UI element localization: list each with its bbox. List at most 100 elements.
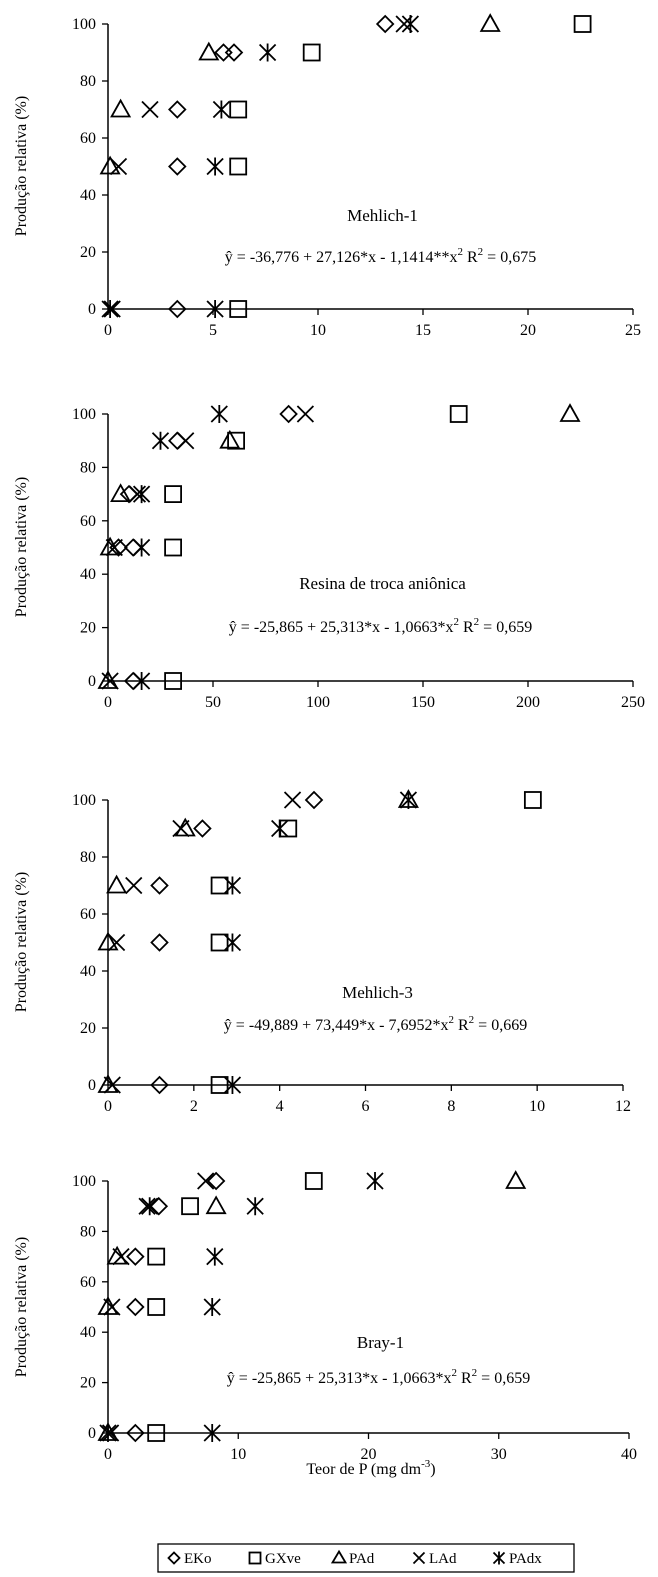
point-padx (366, 1172, 384, 1190)
x-tick-label: 5 (209, 322, 217, 339)
point-lad (105, 538, 123, 557)
x-tick-label: 12 (615, 1098, 631, 1115)
legend-label: PAdx (509, 1551, 542, 1567)
point-gxve (147, 1424, 166, 1442)
legend-marker-padx (492, 1551, 506, 1565)
x-axis-label: Teor de P (mg dm-3) (306, 1458, 435, 1478)
point-gxve (229, 157, 248, 176)
point-lad (101, 1424, 120, 1442)
regression-equation: ŷ = -49,889 + 73,449*x - 7,6952*x2 R2 = … (224, 1014, 527, 1034)
y-tick-label: 60 (80, 130, 96, 147)
point-lad (283, 791, 302, 809)
y-tick-label: 60 (80, 906, 96, 923)
point-eko (206, 1171, 226, 1191)
point-lad (395, 15, 413, 33)
y-axis-label: Produção relativa (%) (13, 1237, 30, 1377)
point-gxve (304, 1172, 323, 1190)
x-tick-label: 0 (104, 322, 112, 339)
point-padx (399, 791, 418, 809)
point-padx (151, 431, 170, 450)
point-padx (223, 1076, 242, 1094)
point-lad (141, 100, 159, 119)
y-tick-label: 40 (80, 963, 96, 980)
y-tick-label: 20 (80, 1020, 96, 1037)
y-tick-label: 20 (80, 244, 96, 261)
legend-marker-lad (412, 1551, 426, 1565)
point-eko (224, 43, 244, 62)
legend-box (157, 1543, 575, 1573)
point-gxve (164, 538, 183, 557)
point-gxve (229, 100, 248, 119)
x-tick-label: 10 (310, 322, 326, 339)
point-gxve (227, 431, 246, 450)
y-tick-label: 40 (80, 566, 96, 583)
y-tick-label: 80 (80, 849, 96, 866)
x-tick-label: 4 (276, 1098, 284, 1115)
y-tick-label: 80 (80, 73, 96, 90)
point-pad (110, 483, 132, 503)
point-eko (126, 1423, 145, 1443)
regression-equation: ŷ = -25,865 + 25,313*x - 1,0663*x2 R2 = … (229, 616, 532, 636)
point-eko (375, 14, 395, 34)
point-eko (168, 299, 187, 319)
y-tick-label: 80 (80, 1223, 96, 1240)
chart-panel-4: 0 20 40 60 80 100 0 10 20 30 40 Produção relativa (… (13, 1170, 637, 1463)
point-padx (223, 876, 242, 895)
point-padx (132, 485, 151, 504)
x-tick-label: 30 (491, 1446, 507, 1463)
point-padx (210, 405, 228, 423)
regression-equation: ŷ = -25,865 + 25,313*x - 1,0663*x2 R2 = … (227, 1367, 530, 1387)
point-gxve (210, 933, 229, 952)
y-tick-label: 100 (72, 406, 96, 423)
regression-equation: ŷ = -36,776 + 27,126*x - 1,1414**x2 R2 =… (225, 246, 536, 266)
x-tick-label: 2 (190, 1098, 198, 1115)
x-tick-label: 15 (415, 322, 431, 339)
point-padx (212, 100, 231, 119)
point-padx (101, 300, 119, 318)
panel-title: Mehlich-1 (347, 206, 418, 225)
point-eko (150, 933, 169, 952)
point-pad (110, 98, 132, 118)
point-padx (99, 1424, 117, 1442)
point-padx (206, 157, 224, 176)
x-tick-label: 20 (361, 1446, 377, 1463)
y-axis-label: Produção relativa (%) (13, 96, 30, 236)
point-pad (559, 403, 581, 422)
point-padx (246, 1197, 264, 1216)
chart-panel-1: 0 20 40 60 80 100 0 5 10 15 20 25 Produção relativa … (13, 13, 641, 339)
point-eko (168, 431, 187, 450)
x-tick-label: 0 (104, 694, 112, 711)
y-tick-label: 20 (80, 620, 96, 637)
y-tick-label: 100 (72, 1173, 96, 1190)
point-eko (168, 157, 187, 176)
y-tick-label: 100 (72, 16, 96, 33)
point-eko (150, 1075, 169, 1095)
point-lad (103, 300, 121, 318)
x-tick-label: 50 (205, 694, 221, 711)
point-lad (128, 485, 147, 503)
x-tick-label: 10 (529, 1098, 545, 1115)
legend-label: EKo (184, 1551, 212, 1567)
y-tick-label: 0 (88, 1425, 96, 1442)
y-tick-label: 20 (80, 1375, 96, 1392)
point-eko (193, 819, 212, 838)
y-tick-label: 0 (88, 301, 96, 318)
point-gxve (147, 1247, 166, 1266)
point-gxve (302, 43, 321, 62)
point-padx (206, 1247, 224, 1266)
point-padx (223, 933, 242, 952)
point-padx (401, 15, 420, 33)
point-lad (107, 933, 126, 952)
panel-title: Mehlich-3 (342, 983, 413, 1002)
point-lad (112, 1247, 130, 1266)
point-eko (168, 100, 187, 119)
point-padx (132, 538, 151, 557)
point-lad (296, 405, 315, 423)
legend: EKo GXve PAd LAd PAdx (157, 1543, 575, 1573)
panel-title: Bray-1 (357, 1333, 404, 1352)
legend-marker-gxve (248, 1551, 262, 1565)
point-gxve (573, 15, 592, 33)
y-axis-label: Produção relativa (%) (13, 872, 30, 1012)
legend-marker-eko (167, 1551, 181, 1565)
